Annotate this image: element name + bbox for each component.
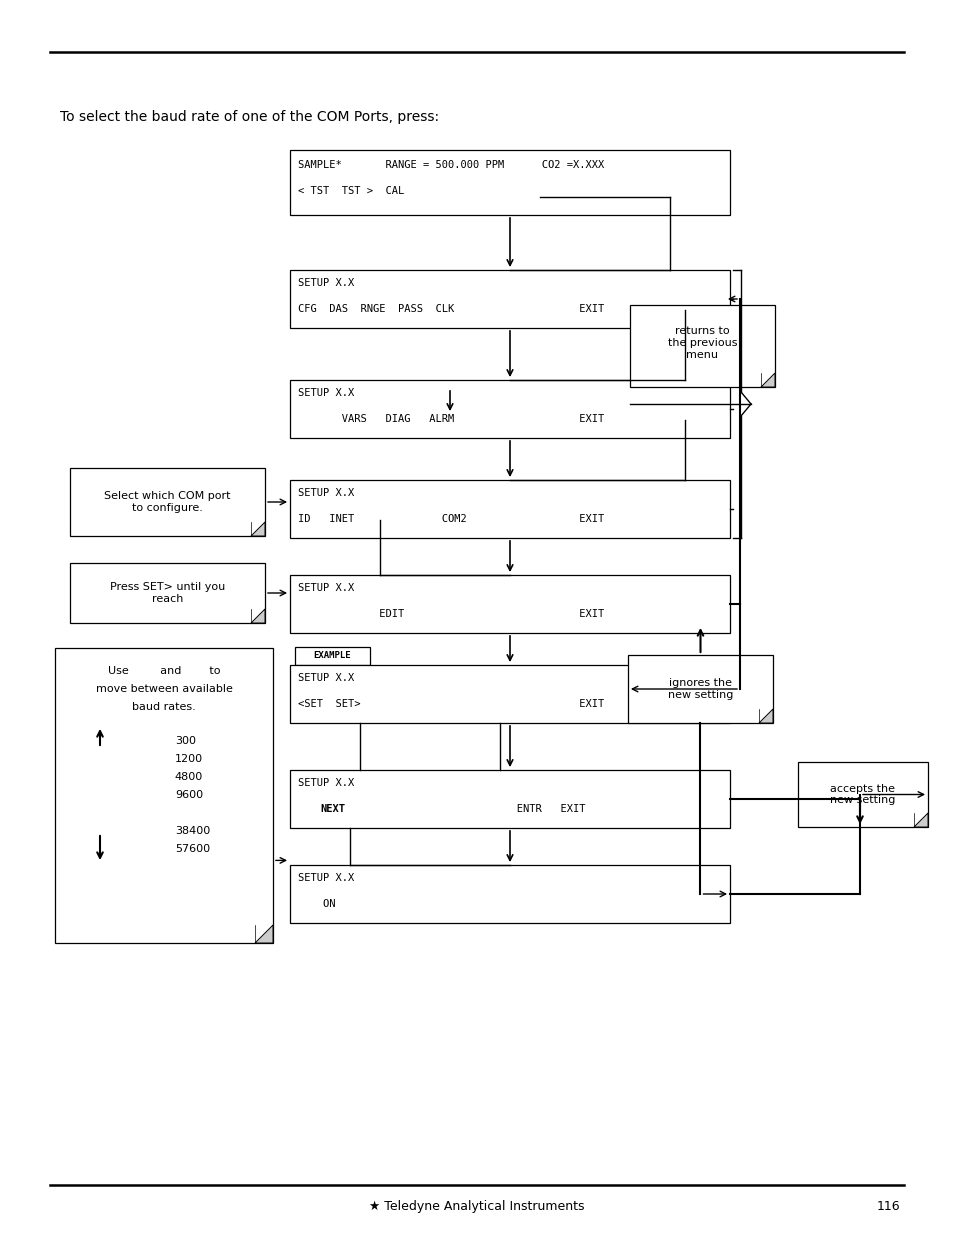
Bar [70, 468, 265, 536]
Bar [290, 664, 729, 722]
Text: ON: ON [297, 899, 335, 909]
Bar [290, 270, 729, 329]
Text: <SET  SET>                                   EXIT: <SET SET> EXIT [297, 699, 603, 709]
Bar [290, 149, 729, 215]
Bar [70, 563, 265, 622]
Text: 38400: 38400 [174, 826, 210, 836]
Text: SETUP X.X: SETUP X.X [297, 388, 354, 398]
Polygon shape [759, 709, 772, 722]
Text: Select which COM port
to configure.: Select which COM port to configure. [104, 492, 231, 513]
Text: 57600: 57600 [174, 844, 210, 853]
Text: SETUP X.X: SETUP X.X [297, 778, 354, 788]
Text: ID   INET              COM2                  EXIT: ID INET COM2 EXIT [297, 514, 603, 524]
Text: SETUP X.X: SETUP X.X [297, 583, 354, 593]
Bar [294, 647, 370, 664]
Text: SAMPLE*       RANGE = 500.000 PPM      CO2 =X.XXX: SAMPLE* RANGE = 500.000 PPM CO2 =X.XXX [297, 161, 603, 170]
Text: accepts the
new setting: accepts the new setting [829, 784, 895, 805]
Text: To select the baud rate of one of the COM Ports, press:: To select the baud rate of one of the CO… [60, 110, 438, 124]
Text: Use         and        to: Use and to [108, 666, 220, 676]
Text: EDIT                            EXIT: EDIT EXIT [297, 609, 603, 619]
Bar [629, 305, 774, 387]
Polygon shape [251, 522, 265, 536]
Text: ignores the
new setting: ignores the new setting [667, 678, 733, 700]
Text: EXAMPLE: EXAMPLE [314, 652, 351, 661]
Bar [55, 648, 273, 944]
Text: 9600: 9600 [174, 790, 203, 800]
Text: 4800: 4800 [174, 772, 203, 782]
Text: baud rates.: baud rates. [132, 701, 195, 713]
Text: 116: 116 [876, 1200, 899, 1213]
Bar [797, 762, 927, 827]
Text: ENTR   EXIT: ENTR EXIT [297, 804, 585, 814]
Polygon shape [251, 609, 265, 622]
Bar [290, 864, 729, 923]
Text: 300: 300 [174, 736, 195, 746]
Text: Press SET> until you
reach: Press SET> until you reach [110, 582, 225, 604]
Polygon shape [913, 813, 927, 827]
Text: returns to
the previous
menu: returns to the previous menu [667, 326, 737, 359]
Bar [290, 380, 729, 438]
Polygon shape [254, 925, 273, 944]
Bar [290, 576, 729, 634]
Bar [290, 769, 729, 827]
Text: NEXT: NEXT [319, 804, 345, 814]
Text: CFG  DAS  RNGE  PASS  CLK                    EXIT: CFG DAS RNGE PASS CLK EXIT [297, 304, 603, 314]
Bar [290, 480, 729, 538]
Text: VARS   DIAG   ALRM                    EXIT: VARS DIAG ALRM EXIT [297, 414, 603, 424]
Text: move between available: move between available [95, 684, 233, 694]
Text: SETUP X.X: SETUP X.X [297, 278, 354, 288]
Bar [627, 655, 772, 722]
Text: < TST  TST >  CAL: < TST TST > CAL [297, 186, 404, 196]
Text: SETUP X.X: SETUP X.X [297, 488, 354, 498]
Polygon shape [760, 373, 774, 387]
Text: SETUP X.X: SETUP X.X [297, 673, 354, 683]
Text: ★ Teledyne Analytical Instruments: ★ Teledyne Analytical Instruments [369, 1200, 584, 1213]
Text: SETUP X.X: SETUP X.X [297, 873, 354, 883]
Text: 1200: 1200 [174, 755, 203, 764]
